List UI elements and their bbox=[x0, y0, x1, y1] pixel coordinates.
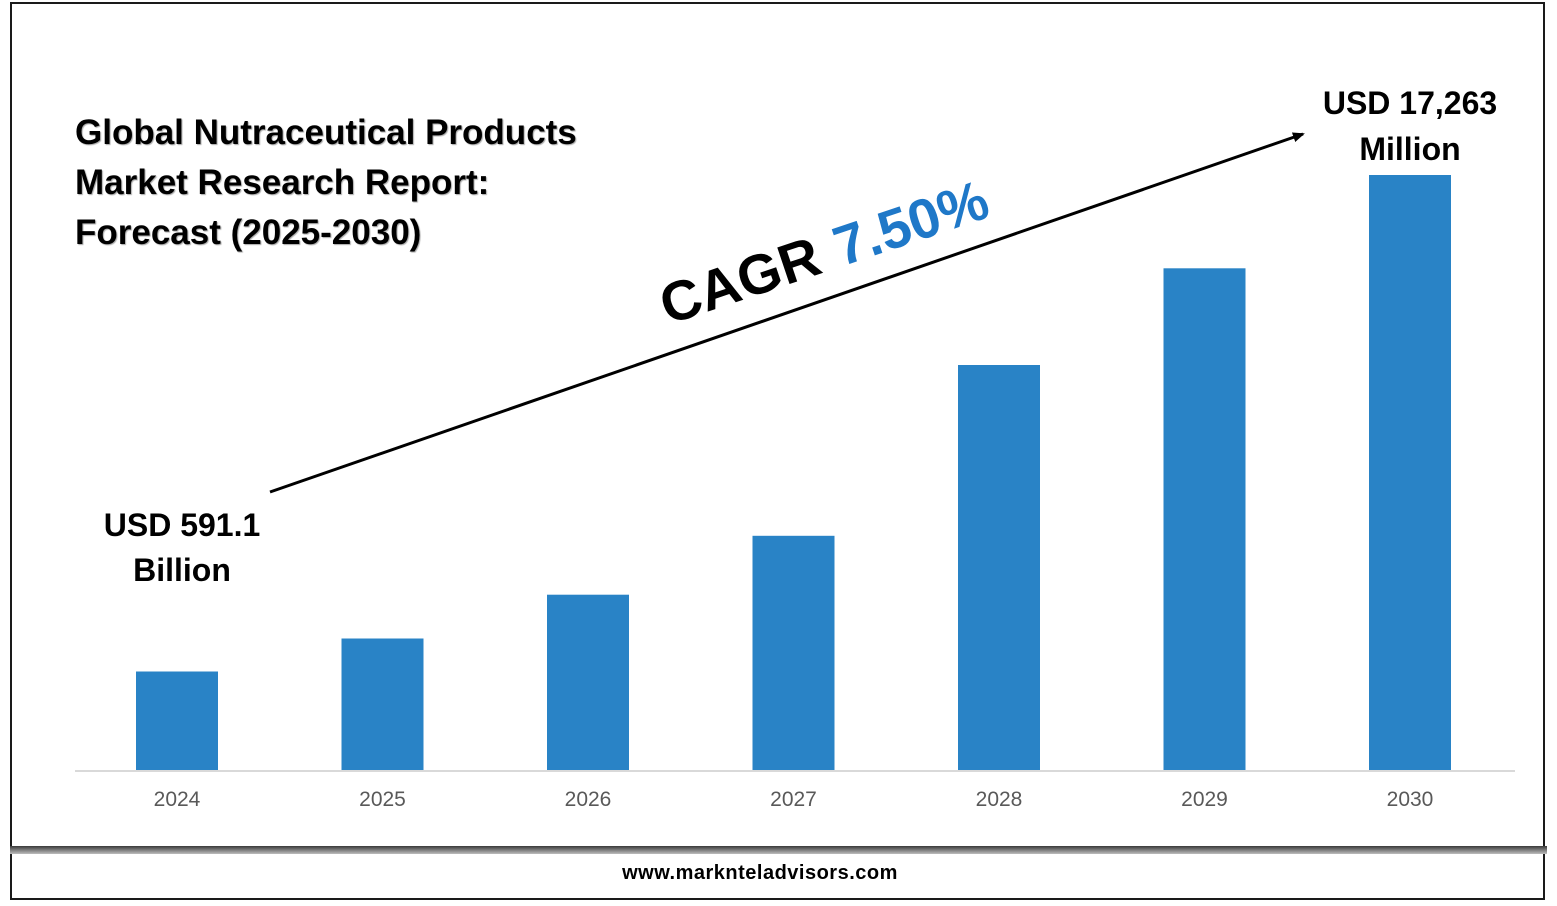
x-tick-label-2030: 2030 bbox=[1387, 788, 1434, 811]
bar-2027 bbox=[752, 535, 835, 770]
x-tick-label-2025: 2025 bbox=[359, 788, 406, 811]
chart-title: Global Nutraceutical Products Market Res… bbox=[75, 113, 577, 252]
end-value-label-line2: Million bbox=[1359, 131, 1460, 167]
cagr-label: CAGR 7.50% bbox=[652, 168, 996, 337]
bar-2028 bbox=[958, 365, 1040, 770]
start-value-label-line2: Billion bbox=[133, 552, 231, 588]
cagr-value: 7.50% bbox=[826, 168, 997, 278]
chart-frame bbox=[10, 2, 1545, 900]
x-tick-label-2024: 2024 bbox=[154, 788, 201, 811]
x-tick-label-2029: 2029 bbox=[1181, 788, 1228, 811]
end-value-label-line1: USD 17,263 bbox=[1323, 85, 1497, 121]
bar-2026 bbox=[547, 594, 629, 770]
start-value-label-line1: USD 591.1 bbox=[104, 507, 261, 543]
bar-2025 bbox=[341, 638, 424, 770]
bar-2024 bbox=[136, 671, 218, 770]
bars-group bbox=[136, 175, 1451, 770]
x-tick-label-2026: 2026 bbox=[565, 788, 612, 811]
x-tick-label-2027: 2027 bbox=[770, 788, 817, 811]
bar-2029 bbox=[1163, 268, 1246, 770]
cagr-trend-arrow bbox=[269, 132, 1305, 494]
footer-website-link[interactable]: www.marknteladvisors.com bbox=[622, 862, 898, 884]
cagr-prefix: CAGR bbox=[652, 224, 828, 336]
footer-divider bbox=[10, 846, 1547, 854]
x-tick-labels: 2024 2025 2026 2027 2028 2029 2030 bbox=[154, 788, 1434, 811]
x-tick-label-2028: 2028 bbox=[976, 788, 1023, 811]
bar-2030 bbox=[1369, 175, 1451, 770]
